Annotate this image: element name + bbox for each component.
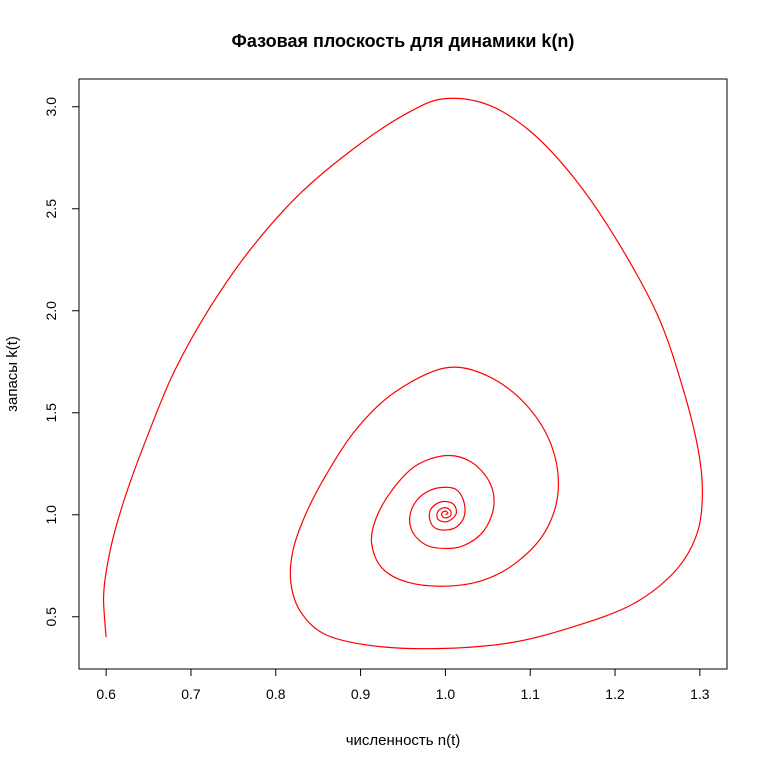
x-axis: 0.6 0.7 0.8 0.9 1.0 1.1 1.2 1.3 [96,668,710,702]
x-tick-label: 0.8 [266,686,286,702]
x-tick-label: 1.3 [690,686,710,702]
y-tick-label: 0.5 [43,607,59,627]
y-tick-label: 1.5 [43,403,59,423]
chart-title: Фазовая плоскость для динамики k(n) [232,31,575,51]
x-tick-label: 1.2 [605,686,625,702]
x-axis-label: численность n(t) [346,732,461,749]
y-tick-label: 1.0 [43,505,59,525]
y-axis-label: запасы k(t) [4,336,21,412]
y-axis: 0.5 1.0 1.5 2.0 2.5 3.0 [43,97,80,627]
y-tick-label: 3.0 [43,97,59,117]
phase-trajectory-line [102,97,704,650]
x-tick-label: 0.6 [96,686,116,702]
x-tick-label: 1.1 [520,686,540,702]
x-tick-label: 1.0 [436,686,456,702]
x-tick-label: 0.9 [351,686,371,702]
x-tick-label: 0.7 [181,686,201,702]
y-tick-label: 2.0 [43,301,59,321]
y-tick-label: 2.5 [43,199,59,219]
